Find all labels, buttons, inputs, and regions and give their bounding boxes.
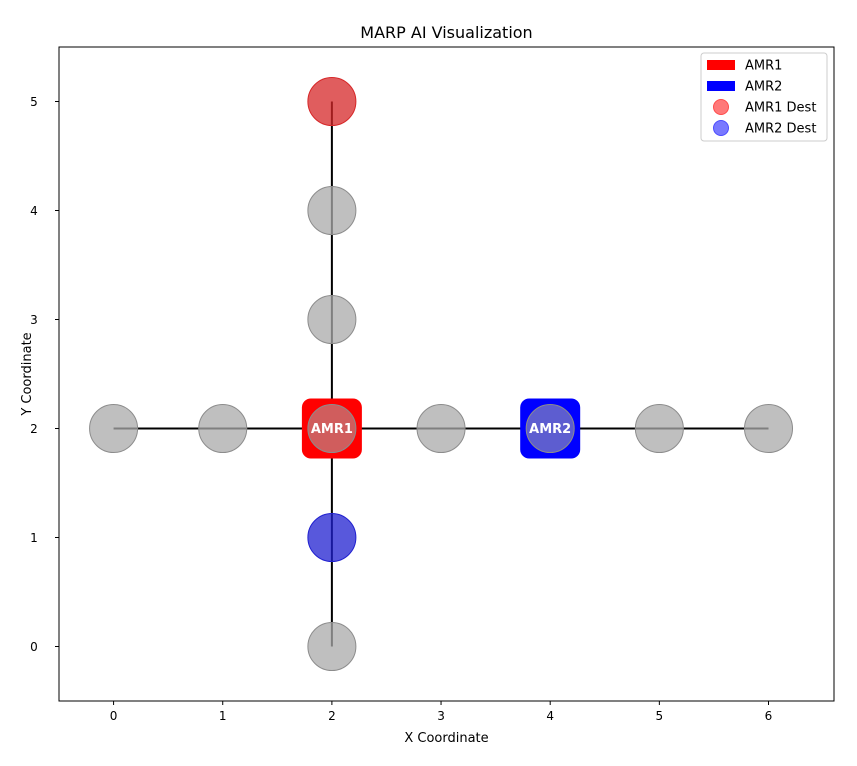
grid-node [525,404,575,453]
y-axis-label: Y Coordinate [20,332,35,416]
robot-label: AMR1 [311,422,353,437]
grid-node [744,404,794,453]
x-tick-label: 0 [110,709,118,723]
legend-label: AMR1 Dest [745,101,816,116]
y-tick-label: 2 [30,422,38,436]
x-tick-label: 5 [656,709,664,723]
chart-title: MARP AI Visualization [360,23,532,42]
x-tick-label: 2 [328,709,336,723]
x-tick-label: 4 [546,709,554,723]
x-axis-label: X Coordinate [404,731,488,746]
legend-label: AMR2 [745,80,782,95]
grid-node [89,404,139,453]
robot-label: AMR2 [529,422,571,437]
x-tick-label: 1 [219,709,227,723]
legend-marker [713,99,729,115]
y-tick-label: 3 [30,313,38,327]
destination-marker [307,513,357,562]
y-tick-label: 1 [30,531,38,545]
y-tick-label: 5 [30,95,38,109]
grid-node [198,404,248,453]
y-tick-label: 4 [30,204,38,218]
legend-box [700,52,828,142]
x-tick-label: 3 [437,709,445,723]
x-tick-label: 6 [765,709,773,723]
grid-node [307,622,357,671]
grid-node [307,404,357,453]
grid-node [416,404,466,453]
legend-swatch-amr2 [707,81,735,91]
grid-node [307,295,357,344]
legend-label: AMR1 [745,59,782,74]
destination-marker [307,77,357,126]
legend-swatch-amr1 [707,60,735,70]
y-tick-label: 0 [30,640,38,654]
grid-node [634,404,684,453]
plot-frame [58,46,835,702]
legend-label: AMR2 Dest [745,122,816,137]
legend-marker [713,120,729,136]
grid-node [307,186,357,235]
